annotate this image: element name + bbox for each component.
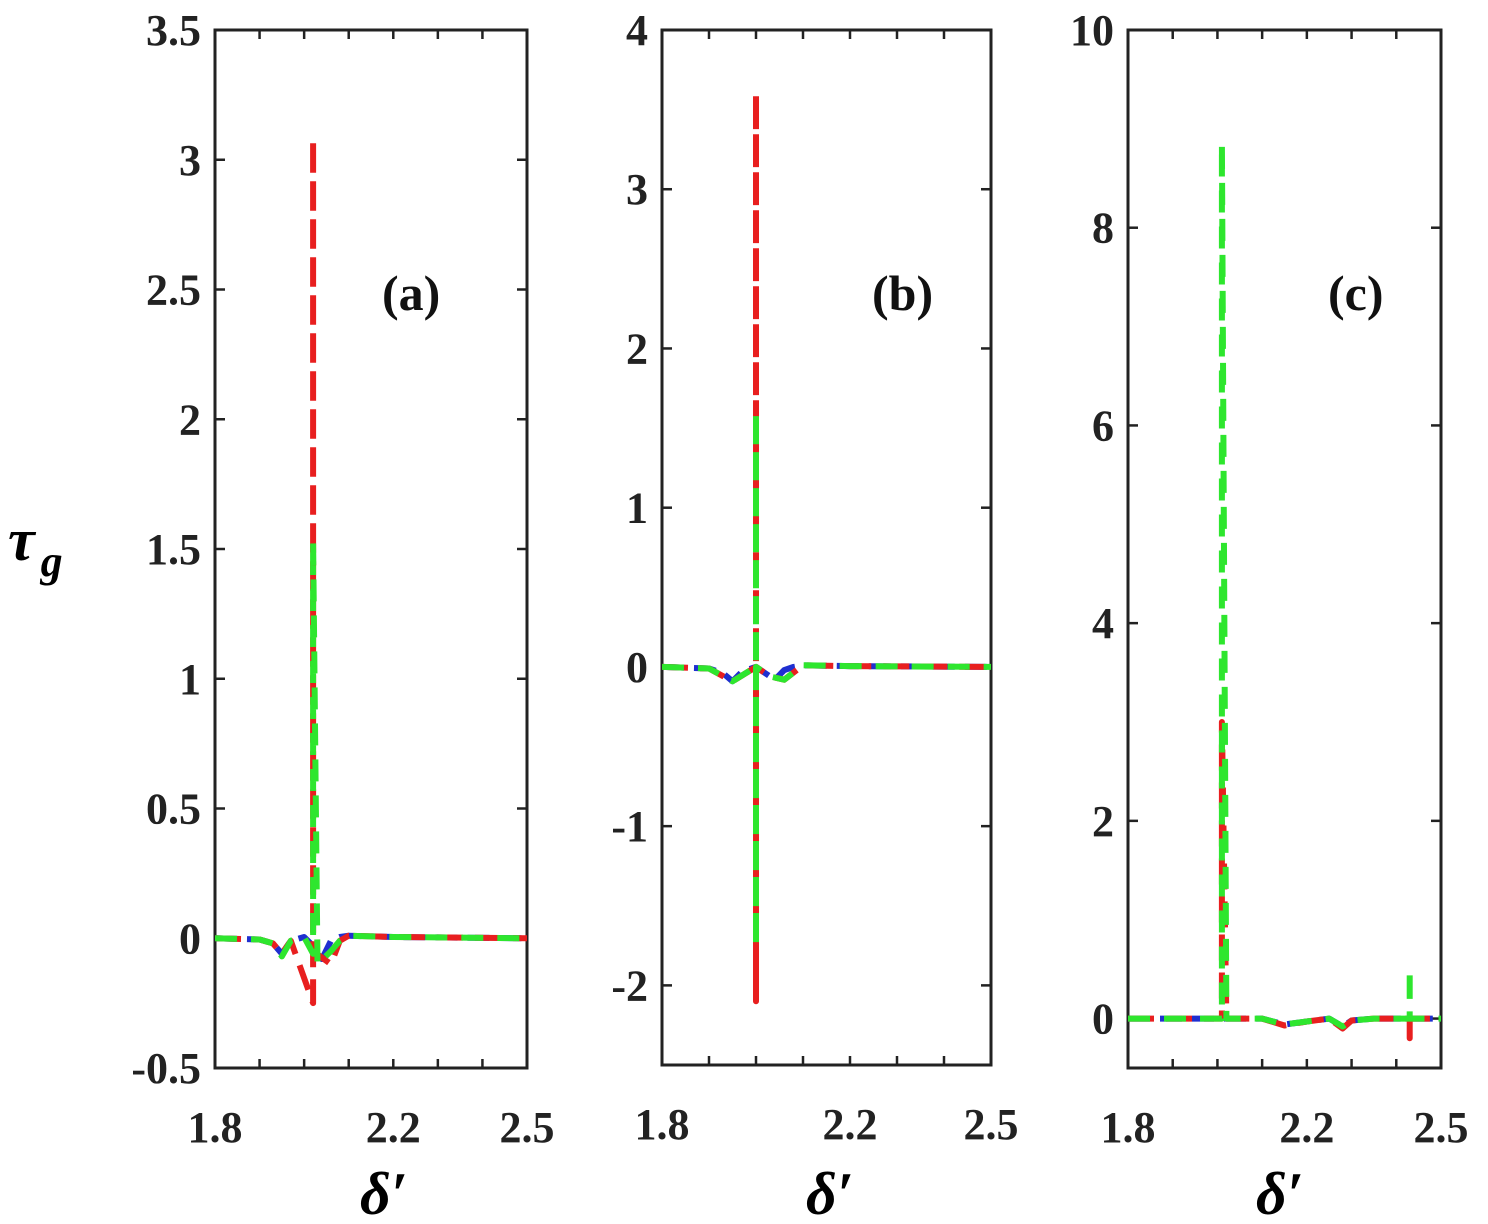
- y-tick-label-b: 1: [626, 484, 648, 533]
- y-axis-title-sub: g: [40, 537, 63, 586]
- y-tick-label-b: -1: [611, 802, 648, 851]
- x-tick-label-a: 2.2: [366, 1103, 421, 1152]
- series-line-green-c: [1128, 140, 1441, 1030]
- y-tick-label-a: 2.5: [146, 266, 201, 315]
- panel-b: (b) δ′ -2 -1 0 1 2 3 4 1.8 2.2 2.5: [611, 6, 1018, 1224]
- series-line-green-b: [662, 409, 991, 949]
- x-tick-label-c: 2.2: [1279, 1103, 1334, 1152]
- x-tick-label-c: 2.5: [1414, 1103, 1469, 1152]
- x-tick-label-b: 1.8: [635, 1100, 690, 1149]
- y-tick-label-b: -2: [611, 961, 648, 1010]
- plot-frame-a: [213, 28, 529, 1070]
- y-tick-label-b: 3: [626, 165, 648, 214]
- series-line-red-c: [1128, 719, 1441, 1042]
- plot-frame-b: [660, 28, 993, 1067]
- y-tick-label-a: 0.5: [146, 785, 201, 834]
- y-tick-label-b: 0: [626, 643, 648, 692]
- plot-frame-c: [1126, 28, 1443, 1070]
- panel-label-a: (a): [382, 265, 440, 321]
- panel-label-c: (c): [1328, 265, 1384, 321]
- x-tick-label-a: 1.8: [188, 1103, 243, 1152]
- x-tick-label-b: 2.5: [964, 1100, 1019, 1149]
- series-group-a: [215, 136, 527, 1007]
- y-tick-label-a: -0.5: [131, 1044, 201, 1093]
- y-tick-label-a: 3.5: [146, 6, 201, 55]
- y-tick-label-b: 4: [626, 6, 648, 55]
- x-axis-title-a: δ′: [360, 1161, 408, 1224]
- y-tick-label-a: 2: [179, 395, 201, 444]
- y-tick-label-a: 3: [179, 136, 201, 185]
- x-axis-title-c: δ′: [1256, 1161, 1304, 1224]
- panel-c: (c) δ′ 0 2 4 6 8 10 1.8 2.2 2.5: [1070, 6, 1469, 1224]
- y-tick-label-c: 6: [1092, 401, 1114, 450]
- x-tick-label-b: 2.2: [823, 1100, 878, 1149]
- series-group-b: [662, 90, 991, 1005]
- y-tick-label-c: 0: [1092, 995, 1114, 1044]
- x-tick-label-c: 1.8: [1101, 1103, 1156, 1152]
- series-line-red-a: [215, 136, 527, 1007]
- series-line-red-b: [662, 90, 991, 1005]
- y-axis-title-main: τ: [8, 507, 37, 573]
- panel-a: (a) δ′ -0.5 0 0.5 1 1.5 2 2.5 3 3.5 1.8 2.2 2.5: [131, 6, 554, 1224]
- y-tick-label-c: 10: [1070, 6, 1114, 55]
- y-tick-label-a: 1.5: [146, 525, 201, 574]
- y-tick-label-c: 8: [1092, 204, 1114, 253]
- x-axis-title-b: δ′: [806, 1161, 854, 1224]
- series-group-c: [1128, 140, 1441, 1042]
- series-line-green-a: [215, 538, 527, 968]
- panel-label-b: (b): [872, 265, 933, 321]
- y-tick-label-c: 4: [1092, 599, 1114, 648]
- y-tick-label-b: 2: [626, 324, 648, 373]
- x-tick-label-a: 2.5: [500, 1103, 555, 1152]
- y-tick-label-c: 2: [1092, 797, 1114, 846]
- y-tick-label-a: 0: [179, 914, 201, 963]
- y-tick-label-a: 1: [179, 655, 201, 704]
- series-line-blue-b: [662, 662, 991, 685]
